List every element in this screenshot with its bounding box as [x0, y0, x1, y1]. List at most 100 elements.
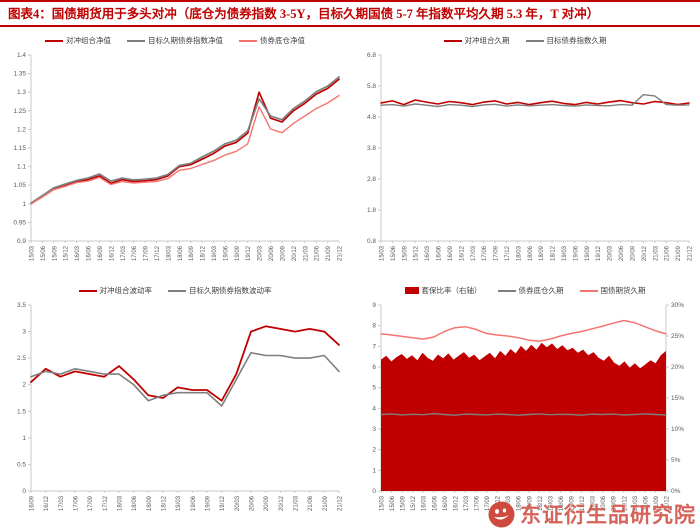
y-tick-label: 3	[22, 329, 26, 336]
x-tick-label: 15/12	[414, 245, 420, 261]
legend-item: 债券底仓净值	[239, 35, 305, 46]
series-line	[380, 413, 667, 416]
y-tick-label: 1.35	[13, 71, 26, 78]
chart-hedge-ratio-plot: 0 1 2 3 4 5 6 7 8 9 0% 5% 10% 15% 20% 25% 30% 15/03 15/06 1…	[372, 302, 684, 511]
legend-item: 目标债券指数久期	[525, 35, 607, 46]
y-tick-label: 9	[372, 302, 376, 309]
y-tick-label: 3	[372, 426, 376, 433]
charts-grid: 对冲组合净值 目标久期债券指数净值 债券底仓净值 0.9 0.95 1 1.05 1.1 1.…	[0, 27, 700, 527]
y-tick-label: 1.5	[17, 408, 26, 415]
x-tick-label: 20/09	[280, 245, 286, 261]
legend-label: 目标久期债券指数净值	[148, 36, 223, 45]
x-tick-label: 16/09	[98, 245, 104, 261]
chart-hedge-ratio: 套保比率（右轴） 债券底仓久期 国债期货久期 0 1 2 3 4 5 6 7 8 9 0% 5% 10% 15…	[350, 277, 700, 527]
legend-label: 对冲组合久期	[464, 36, 510, 45]
x-tick-label: 18/09	[147, 495, 153, 511]
x-tick-label: 21/03	[303, 245, 309, 261]
x-tick-label: 21/12	[338, 495, 344, 511]
x-tick-label: 17/03	[471, 245, 477, 261]
x-tick-label: 20/09	[612, 495, 618, 511]
chart-net-value-legend: 对冲组合净值 目标久期债券指数净值 债券底仓净值	[45, 32, 305, 49]
x-tick-label: 17/09	[494, 245, 500, 261]
y-tick-label: 1.8	[367, 207, 376, 214]
right-y-tick-label: 0%	[671, 488, 681, 495]
x-tick-label: 15/12	[411, 495, 417, 511]
x-tick-label: 21/06	[315, 245, 321, 261]
x-tick-label: 19/06	[223, 245, 229, 261]
x-tick-label: 15/06	[390, 495, 396, 511]
y-tick-label: 1.05	[13, 182, 26, 189]
x-tick-label: 16/09	[443, 495, 449, 511]
legend-item: 国债期货久期	[579, 285, 646, 296]
y-tick-label: 0	[22, 488, 26, 495]
y-tick-label: 0.9	[17, 238, 26, 245]
right-y-tick-label: 10%	[671, 426, 684, 433]
x-tick-label: 18/09	[539, 245, 545, 261]
y-tick-label: 2	[372, 447, 376, 454]
x-tick-label: 19/03	[548, 495, 554, 511]
x-tick-label: 18/12	[551, 245, 557, 261]
x-tick-label: 17/03	[59, 495, 65, 511]
x-tick-label: 17/06	[482, 245, 488, 261]
x-tick-label: 16/12	[459, 245, 465, 261]
x-tick-label: 16/12	[109, 245, 115, 261]
series-line	[380, 99, 690, 106]
series-line	[380, 319, 667, 342]
legend-label: 国债期货久期	[600, 286, 646, 295]
x-tick-label: 20/06	[601, 495, 607, 511]
x-tick-label: 19/12	[596, 245, 602, 261]
x-tick-label: 18/12	[201, 245, 207, 261]
x-tick-label: 15/09	[402, 245, 408, 261]
x-tick-label: 17/06	[74, 495, 80, 511]
series-line	[30, 94, 340, 205]
chart-net-value: 对冲组合净值 目标久期债券指数净值 债券底仓净值 0.9 0.95 1 1.05 1.1 1.…	[0, 27, 350, 277]
x-tick-label: 21/09	[326, 245, 332, 261]
x-tick-label: 17/03	[121, 245, 127, 261]
x-tick-label: 19/09	[570, 495, 576, 511]
legend-label: 目标债券指数久期	[546, 36, 607, 45]
y-tick-label: 0.8	[367, 238, 376, 245]
x-tick-label: 19/09	[206, 495, 212, 511]
legend-line-swatch	[443, 39, 462, 42]
x-tick-label: 20/12	[642, 245, 648, 261]
y-tick-label: 4.8	[367, 114, 376, 121]
x-tick-label: 19/06	[559, 495, 565, 511]
y-tick-label: 0.95	[13, 219, 26, 226]
legend-line-swatch	[239, 39, 257, 42]
x-tick-label: 18/06	[517, 495, 523, 511]
y-tick-label: 4	[372, 405, 376, 412]
x-tick-label: 17/06	[132, 245, 138, 261]
x-tick-label: 16/03	[425, 245, 431, 261]
y-tick-label: 1	[372, 467, 376, 474]
x-tick-label: 20/03	[258, 245, 264, 261]
x-tick-label: 18/03	[166, 245, 172, 261]
x-tick-label: 15/09	[52, 245, 58, 261]
x-tick-label: 15/12	[64, 245, 70, 261]
x-tick-label: 19/09	[235, 245, 241, 261]
x-tick-label: 16/12	[44, 495, 50, 511]
legend-item: 目标久期债券指数净值	[127, 35, 223, 46]
chart-duration-legend: 对冲组合久期 目标债券指数久期	[443, 32, 607, 49]
y-tick-label: 1	[22, 435, 26, 442]
chart-volatility-legend: 对冲组合波动率 目标久期债券指数波动率	[78, 282, 272, 299]
y-tick-label: 1.2	[17, 126, 26, 133]
x-tick-label: 17/12	[155, 245, 161, 261]
x-tick-label: 21/06	[308, 495, 314, 511]
x-tick-label: 16/09	[448, 245, 454, 261]
y-tick-label: 2.8	[367, 176, 376, 183]
x-tick-label: 18/06	[528, 245, 534, 261]
x-tick-label: 16/06	[437, 245, 443, 261]
x-tick-label: 18/09	[527, 495, 533, 511]
y-tick-label: 1.25	[13, 108, 26, 115]
x-tick-label: 18/12	[162, 495, 168, 511]
x-tick-label: 21/12	[665, 495, 671, 511]
y-tick-label: 2.5	[17, 355, 26, 362]
x-tick-label: 19/06	[191, 495, 197, 511]
x-tick-label: 20/06	[619, 245, 625, 261]
legend-line-swatch	[78, 289, 97, 292]
x-tick-label: 16/09	[30, 495, 36, 511]
legend-item: 对冲组合久期	[443, 35, 510, 46]
x-tick-label: 15/06	[41, 245, 47, 261]
x-tick-label: 16/03	[75, 245, 81, 261]
y-tick-label: 3.5	[17, 302, 26, 309]
